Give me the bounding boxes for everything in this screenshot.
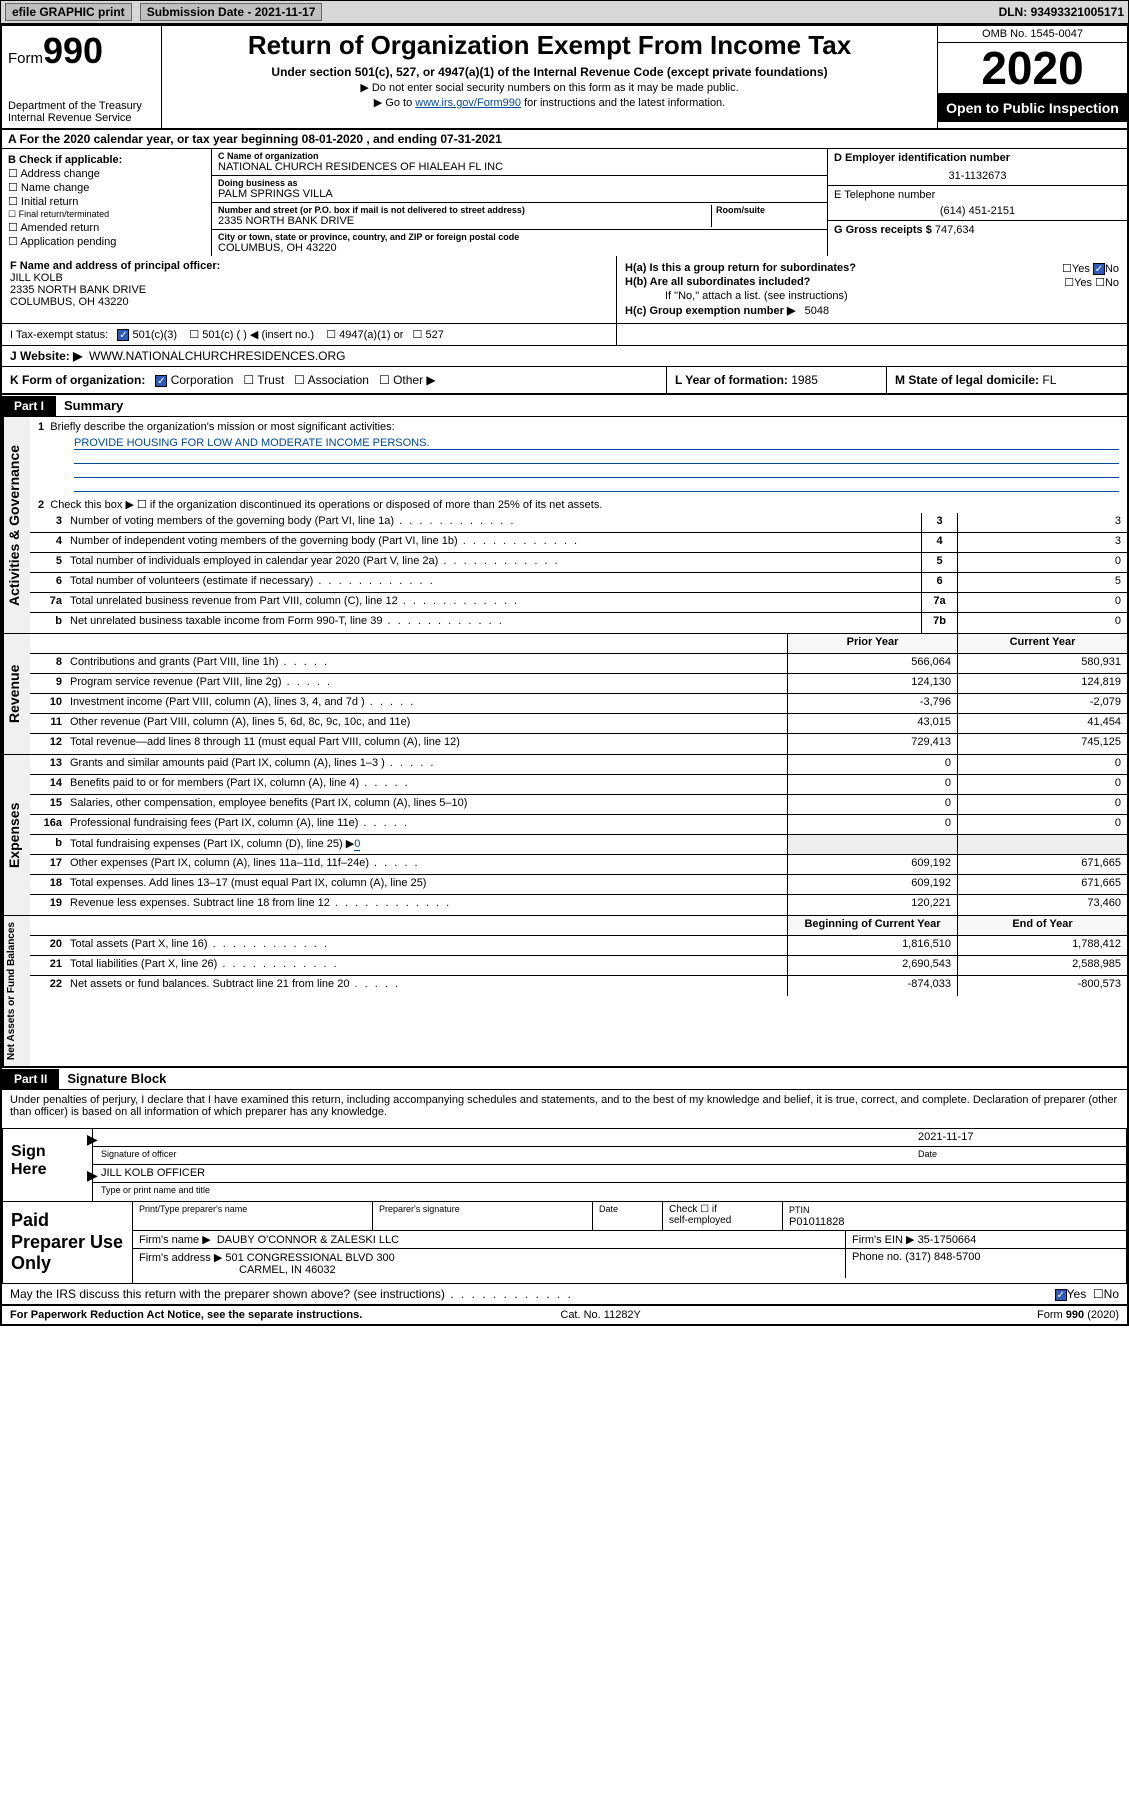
form-number: Form990 xyxy=(8,30,155,72)
top-bar: efile GRAPHIC print Submission Date - 20… xyxy=(0,0,1129,24)
page-footer: For Paperwork Reduction Act Notice, see … xyxy=(2,1305,1127,1324)
section-h: H(a) Is this a group return for subordin… xyxy=(617,256,1127,323)
section-d: D Employer identification number31-11326… xyxy=(827,149,1127,256)
omb-number: OMB No. 1545-0047 xyxy=(938,26,1127,43)
form-header: Form990 Department of the Treasury Inter… xyxy=(2,26,1127,130)
tax-year: 2020 xyxy=(938,43,1127,94)
dln-label: DLN: 93493321005171 xyxy=(999,5,1124,19)
mission-text: PROVIDE HOUSING FOR LOW AND MODERATE INC… xyxy=(74,437,1119,450)
row-a-tax-year: A For the 2020 calendar year, or tax yea… xyxy=(2,130,1127,148)
subtitle-2: ▶ Do not enter social security numbers o… xyxy=(170,81,929,94)
section-f: F Name and address of principal officer:… xyxy=(2,256,617,323)
declaration-text: Under penalties of perjury, I declare th… xyxy=(2,1090,1127,1122)
efile-button[interactable]: efile GRAPHIC print xyxy=(5,3,132,21)
governance-side-label: Activities & Governance xyxy=(2,417,30,633)
expenses-side-label: Expenses xyxy=(2,755,30,915)
netassets-side-label: Net Assets or Fund Balances xyxy=(2,916,30,1066)
dept-label: Department of the Treasury Internal Reve… xyxy=(8,100,155,124)
section-k: K Form of organization: ✓ Corporation ☐ … xyxy=(2,367,667,393)
discuss-row: May the IRS discuss this return with the… xyxy=(2,1284,1127,1305)
subtitle-3: ▶ Go to www.irs.gov/Form990 for instruct… xyxy=(170,96,929,109)
form-title: Return of Organization Exempt From Incom… xyxy=(170,30,929,61)
section-b: B Check if applicable: ☐ Address change … xyxy=(2,149,212,256)
section-i-taxstatus: I Tax-exempt status: ✓ 501(c)(3) ☐ 501(c… xyxy=(2,324,617,345)
irs-link[interactable]: www.irs.gov/Form990 xyxy=(415,97,521,109)
form-container: Form990 Department of the Treasury Inter… xyxy=(0,24,1129,1326)
section-c: C Name of organizationNATIONAL CHURCH RE… xyxy=(212,149,827,256)
sign-here-block: Sign Here ▶2021-11-17 Signature of offic… xyxy=(2,1128,1127,1202)
revenue-side-label: Revenue xyxy=(2,634,30,754)
subtitle-1: Under section 501(c), 527, or 4947(a)(1)… xyxy=(170,65,929,79)
section-l: L Year of formation: 1985 xyxy=(667,367,887,393)
section-m: M State of legal domicile: FL xyxy=(887,367,1127,393)
section-j-website: J Website: ▶ WWW.NATIONALCHURCHRESIDENCE… xyxy=(2,346,1127,367)
part-1-header: Part ISummary xyxy=(2,395,1127,417)
submission-date-button[interactable]: Submission Date - 2021-11-17 xyxy=(140,3,323,21)
paid-preparer-block: Paid Preparer Use Only Print/Type prepar… xyxy=(2,1202,1127,1284)
part-2-header: Part IISignature Block xyxy=(2,1068,1127,1090)
open-inspection-badge: Open to Public Inspection xyxy=(938,94,1127,122)
